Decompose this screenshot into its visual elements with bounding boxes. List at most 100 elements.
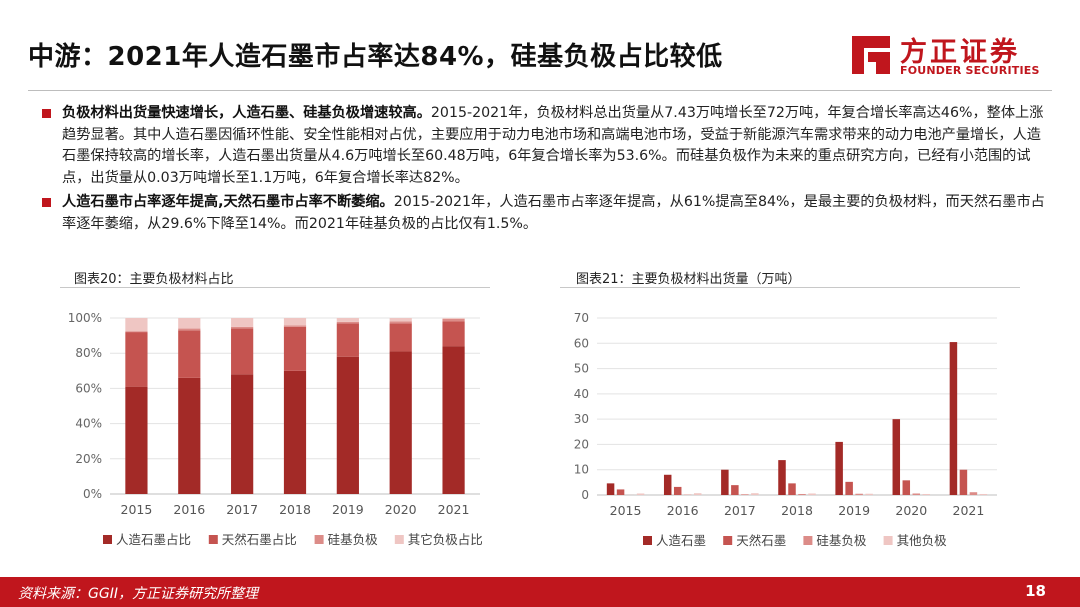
y-tick-label: 40 [574,387,589,401]
x-tick-label: 2019 [332,502,364,517]
legend-swatch [883,536,893,545]
bar [865,493,873,495]
y-tick-label: 10 [574,463,589,477]
bar [969,492,978,495]
bar-segment [336,321,359,324]
bullet-body: 2015-2021年，负极材料总出货量从7.43万吨增长至72万吨，年复合增长率… [62,105,1044,186]
legend-label: 其他负极 [897,533,948,548]
y-tick-label: 60% [75,381,102,395]
bar [693,493,702,495]
bar-segment [231,318,254,327]
bullet-item: 负极材料出货量快速增长，人造石墨、硅基负极增速较高。2015-2021年，负极材… [40,103,1050,189]
x-tick-label: 2016 [667,503,699,518]
bar-segment [283,318,307,326]
bar-segment [231,328,254,375]
chart-right-title: 图表21：主要负极材料出货量（万吨） [576,272,801,287]
bar-segment [336,318,359,322]
x-tick-label: 2020 [385,502,417,517]
legend-swatch [723,536,733,545]
company-logo: 方正证券 FOUNDER SECURITIES [848,26,1048,82]
legend-label: 天然石墨占比 [222,532,297,547]
x-tick-label: 2018 [279,502,311,517]
bar [808,493,816,495]
bar-segment [125,331,148,333]
y-tick-label: 30 [574,412,589,426]
legend-swatch [208,535,218,544]
bar-segment [125,332,148,387]
bullet-item: 人造石墨市占率逐年提高,天然石墨市占率不断萎缩。2015-2021年，人造石墨市… [40,192,1050,235]
chart-left-title-rule [60,287,490,288]
bar [721,469,729,495]
x-tick-label: 2015 [610,503,642,518]
bar [606,483,615,495]
bar [855,493,863,495]
x-tick-label: 2016 [173,502,205,517]
x-tick-label: 2018 [781,503,813,518]
x-tick-label: 2021 [953,503,985,518]
y-tick-label: 70 [574,311,589,325]
bar [798,493,806,495]
bar [845,481,853,495]
bullet-headline: 负极材料出货量快速增长，人造石墨、硅基负极增速较高。 [62,105,431,121]
bar [751,493,759,495]
bar-segment [178,330,201,378]
bar-segment [125,318,148,332]
x-tick-label: 2017 [226,502,258,517]
chart-left-title: 图表20：主要负极材料占比 [74,272,234,287]
source-note: 资料来源：GGII，方正证券研究所整理 [18,586,258,602]
bar-segment [125,386,148,494]
bar-segment [283,325,307,327]
legend-label: 硅基负极 [328,532,379,547]
bar [663,474,672,495]
y-tick-label: 20 [574,437,589,451]
bar [902,480,911,495]
bar-segment [336,356,359,494]
bar-segment [178,318,201,329]
bar-segment [442,318,465,319]
bar [778,460,786,495]
legend-label: 天然石墨 [736,533,786,548]
bar-segment [442,346,465,494]
legend-label: 硅基负极 [816,533,867,548]
title-divider [28,90,1052,91]
y-tick-label: 0% [83,487,102,501]
y-tick-label: 50 [574,362,589,376]
bar [959,469,968,495]
bar [731,485,739,495]
bullet-list: 负极材料出货量快速增长，人造石墨、硅基负极增速较高。2015-2021年，负极材… [40,103,1050,238]
bar-segment [389,351,412,494]
bullet-square-icon [42,198,51,207]
bar [788,483,796,495]
chart-negative-material-shipments: 0 10 20 30 40 50 60 70 2015 2016 2017 2018 2019 2020 2… [574,311,997,548]
bar-segment [336,323,359,357]
page-number: 18 [1025,582,1046,600]
bar-segment [389,323,412,352]
founder-logo-icon [852,36,890,74]
chart-right-title-rule [560,287,1020,288]
y-tick-label: 100% [68,311,102,325]
bar [741,494,749,495]
bar-segment [442,321,465,347]
x-tick-label: 2021 [438,502,470,517]
bar [912,493,921,495]
x-tick-label: 2017 [724,503,756,518]
bullet-body: 2015-2021年，人造石墨市占率逐年提高，从61%提高至84%，是最主要的负… [62,194,1045,232]
bullet-square-icon [42,109,51,118]
bar [949,342,958,495]
legend-swatch [394,535,404,544]
bar [636,493,645,495]
bar [673,486,682,495]
bar [979,493,988,495]
y-tick-label: 80% [75,346,102,360]
x-tick-label: 2015 [121,502,153,517]
logo-chinese-name: 方正证券 [900,37,1020,68]
legend-swatch [103,535,112,544]
bar-segment [389,321,412,324]
y-tick-label: 60 [574,336,589,350]
bar-segment [389,318,412,322]
chart-negative-material-share: 0% 20% 40% 60% 80% 100% 2015 2016 2017 2018 2019 20… [68,311,483,547]
bar-segment [178,328,201,331]
bar [835,441,843,495]
x-tick-label: 2020 [895,503,927,518]
y-tick-label: 0 [581,488,589,502]
